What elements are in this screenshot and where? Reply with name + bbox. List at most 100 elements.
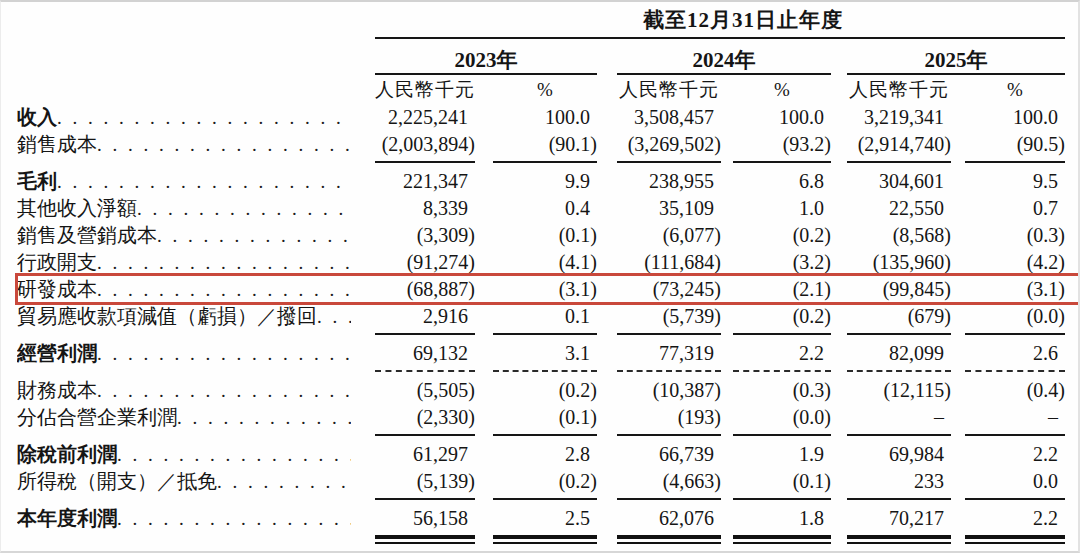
value-cell: (3,309) <box>375 222 475 249</box>
year-header-2025: 2025年 <box>847 40 1065 75</box>
percent-cell: (4.2) <box>965 249 1065 276</box>
row-label: 研發成本 <box>17 276 97 303</box>
value-cell: (2,003,894) <box>375 131 475 158</box>
dot-leader <box>97 279 351 301</box>
percent-label: % <box>965 75 1065 104</box>
percent-cell: (0.2) <box>493 468 597 495</box>
row-label: 除稅前利潤 <box>17 441 117 468</box>
separator-line <box>17 434 1078 438</box>
value-cell: (135,960) <box>847 249 951 276</box>
value-cell: (10,387) <box>617 377 721 404</box>
dot-leader <box>97 343 351 365</box>
value-cell: 238,955 <box>617 168 721 195</box>
row-label: 財務成本 <box>17 377 97 404</box>
value-cell: 66,739 <box>617 441 721 468</box>
row-label: 銷售及營銷成本 <box>17 222 157 249</box>
percent-cell: 9.9 <box>493 168 597 195</box>
value-cell: (193) <box>617 404 721 431</box>
percent-cell: 0.1 <box>493 303 597 330</box>
percent-cell: (0.1) <box>733 468 831 495</box>
value-cell: (5,139) <box>375 468 475 495</box>
value-cell: 3,508,457 <box>617 104 721 131</box>
percent-cell: 3.1 <box>493 340 597 367</box>
dot-leader <box>57 107 351 129</box>
row-cost-of-sales: 銷售成本 (2,003,894) (90.1) (3,269,502) (93.… <box>17 131 1078 158</box>
value-cell: 61,297 <box>375 441 475 468</box>
row-profit-for-the-year: 本年度利潤 56,158 2.5 62,076 1.8 70,217 2.2 <box>17 505 1078 532</box>
unit-label: 人民幣千元 <box>617 75 721 104</box>
value-cell: (12,115) <box>847 377 951 404</box>
percent-cell: 0.4 <box>493 195 597 222</box>
dot-leader <box>117 444 351 466</box>
value-cell: (2,330) <box>375 404 475 431</box>
year-header-2023: 2023年 <box>375 40 597 75</box>
value-cell: (99,845) <box>847 276 951 303</box>
row-profit-before-tax: 除稅前利潤 61,297 2.8 66,739 1.9 69,984 2.2 <box>17 441 1078 468</box>
row-gross-profit: 毛利 221,347 9.9 238,955 6.8 304,601 9.5 <box>17 168 1078 195</box>
value-cell: – <box>847 404 951 431</box>
percent-cell: (93.2) <box>733 131 831 158</box>
percent-cell: (2.1) <box>733 276 831 303</box>
percent-cell: – <box>965 404 1065 431</box>
unit-label: 人民幣千元 <box>847 75 951 104</box>
dot-leader <box>57 171 351 193</box>
row-label: 所得稅（開支）／抵免 <box>17 468 217 495</box>
dot-leader <box>317 306 351 328</box>
percent-cell: 0.0 <box>965 468 1065 495</box>
separator-dashed <box>17 370 1078 374</box>
value-cell: (4,663) <box>617 468 721 495</box>
dot-leader <box>137 198 351 220</box>
separator-double <box>17 535 1078 544</box>
value-cell: 2,225,241 <box>375 104 475 131</box>
separator-line <box>17 498 1078 502</box>
value-cell: 69,132 <box>375 340 475 367</box>
percent-cell: (0.1) <box>493 222 597 249</box>
percent-cell: 2.8 <box>493 441 597 468</box>
row-label: 毛利 <box>17 168 57 195</box>
horizontal-rule <box>375 37 1065 39</box>
value-cell: 221,347 <box>375 168 475 195</box>
percent-cell: 2.2 <box>965 505 1065 532</box>
row-income-tax: 所得稅（開支）／抵免 (5,139) (0.2) (4,663) (0.1) 2… <box>17 468 1078 495</box>
value-cell: (5,505) <box>375 377 475 404</box>
percent-cell: 100.0 <box>493 104 597 131</box>
dot-leader <box>177 407 351 429</box>
percent-cell: 6.8 <box>733 168 831 195</box>
percent-cell: (90.5) <box>965 131 1065 158</box>
percent-cell: (3.1) <box>493 276 597 303</box>
dot-leader <box>157 225 351 247</box>
row-selling-marketing-costs: 銷售及營銷成本 (3,309) (0.1) (6,077) (0.2) (8,5… <box>17 222 1078 249</box>
dot-leader <box>97 380 351 402</box>
value-cell: (111,684) <box>617 249 721 276</box>
percent-cell: 2.2 <box>965 441 1065 468</box>
row-label: 分佔合營企業利潤 <box>17 404 177 431</box>
percent-cell: 1.9 <box>733 441 831 468</box>
row-label: 其他收入淨額 <box>17 195 137 222</box>
period-header-row: 截至12月31日止年度 <box>17 6 1078 34</box>
value-cell: 2,916 <box>375 303 475 330</box>
percent-cell: 1.0 <box>733 195 831 222</box>
dot-leader <box>97 134 351 156</box>
value-cell: (68,887) <box>375 276 475 303</box>
row-other-net-income: 其他收入淨額 8,339 0.4 35,109 1.0 22,550 0.7 <box>17 195 1078 222</box>
row-admin-expenses: 行政開支 (91,274) (4.1) (111,684) (3.2) (135… <box>17 249 1078 276</box>
row-share-of-jv-profit: 分佔合營企業利潤 (2,330) (0.1) (193) (0.0) – – <box>17 404 1078 431</box>
period-header: 截至12月31日止年度 <box>375 6 1065 34</box>
value-cell: (5,739) <box>617 303 721 330</box>
value-cell: 70,217 <box>847 505 951 532</box>
value-cell: 22,550 <box>847 195 951 222</box>
percent-cell: 2.5 <box>493 505 597 532</box>
value-cell: (91,274) <box>375 249 475 276</box>
percent-cell: (4.1) <box>493 249 597 276</box>
percent-cell: (3.2) <box>733 249 831 276</box>
value-cell: 77,319 <box>617 340 721 367</box>
row-label: 經營利潤 <box>17 340 97 367</box>
income-statement-table: 截至12月31日止年度 2023年 2024年 2025年 人民幣千元 % 人民… <box>1 2 1078 544</box>
dot-leader <box>217 471 351 493</box>
year-header-row: 2023年 2024年 2025年 <box>17 40 1078 75</box>
row-label: 行政開支 <box>17 249 97 276</box>
percent-cell: 1.8 <box>733 505 831 532</box>
row-label: 銷售成本 <box>17 131 97 158</box>
value-cell: 304,601 <box>847 168 951 195</box>
percent-cell: (0.0) <box>965 303 1065 330</box>
